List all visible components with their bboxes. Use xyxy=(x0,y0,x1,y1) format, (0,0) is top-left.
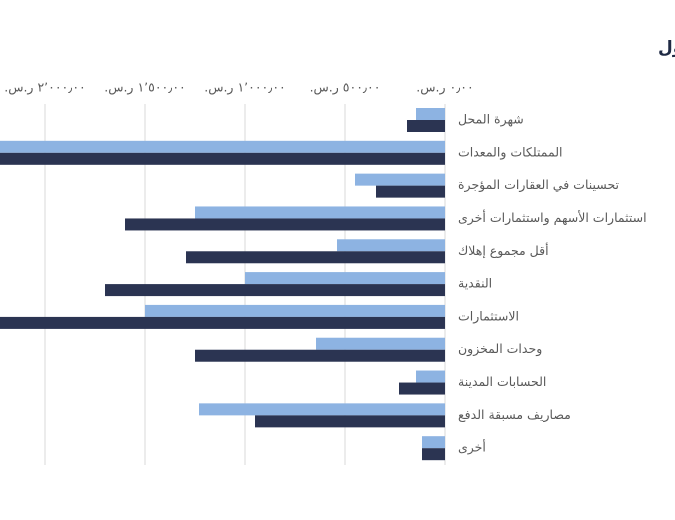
bar xyxy=(316,337,445,350)
bar xyxy=(186,251,445,264)
bar xyxy=(376,185,445,198)
category-label: استثمارات الأسهم واستثمارات أخرى xyxy=(458,209,647,226)
bar xyxy=(195,206,445,219)
category-label: الحسابات المدينة xyxy=(458,374,546,389)
category-label: وحدات المخزون xyxy=(458,341,542,357)
bar xyxy=(422,448,445,461)
x-tick-label: ٠٫٠٠ ر.س. xyxy=(416,80,473,96)
category-label: الاستثمارات xyxy=(458,308,519,324)
bar xyxy=(145,304,445,317)
bar xyxy=(337,239,445,252)
bar xyxy=(105,284,445,297)
bar xyxy=(416,370,445,383)
category-label: شهرة المحل xyxy=(458,112,524,128)
bar xyxy=(195,349,445,362)
category-label: أخرى xyxy=(458,439,486,456)
bar xyxy=(125,218,445,231)
category-label: النقدية xyxy=(458,276,492,291)
bar xyxy=(422,436,445,449)
bar xyxy=(0,140,445,153)
bar xyxy=(399,382,445,395)
x-tick-label: ٥٠٠٫٠٠ ر.س. xyxy=(310,80,381,96)
bar xyxy=(0,316,445,329)
bar xyxy=(0,152,445,165)
x-tick-label: ١٬٠٠٠٫٠٠ ر.س. xyxy=(204,80,286,96)
bar xyxy=(255,415,445,428)
x-tick-label: ١٬٥٠٠٫٠٠ ر.س. xyxy=(104,80,186,96)
category-label: مصاريف مسبقة الدفع xyxy=(458,407,571,423)
bar xyxy=(355,173,445,186)
category-label: الممتلكات والمعدات xyxy=(458,144,562,160)
category-label: تحسينات في العقارات المؤجرة xyxy=(458,177,620,193)
bar xyxy=(245,272,445,285)
category-label: أقل مجموع إهلاك xyxy=(458,242,549,259)
bar xyxy=(416,108,445,120)
chart-title: الأصول xyxy=(658,37,675,58)
bar xyxy=(199,403,445,416)
bar xyxy=(407,120,445,132)
x-tick-label: ٢٬٠٠٠٫٠٠ ر.س. xyxy=(4,80,86,96)
